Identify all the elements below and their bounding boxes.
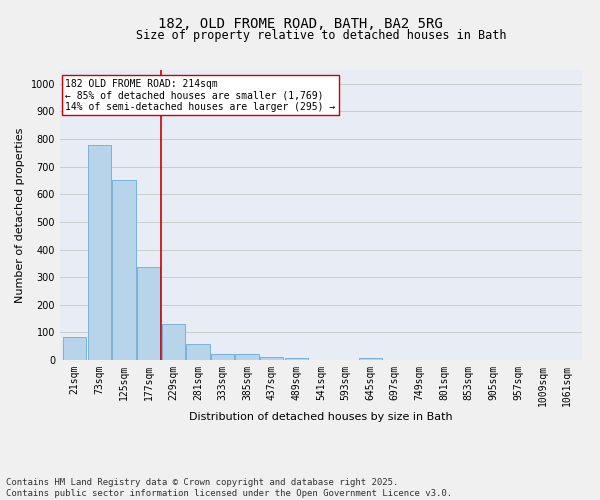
Bar bbox=[161, 324, 185, 360]
Y-axis label: Number of detached properties: Number of detached properties bbox=[15, 128, 25, 302]
Bar bbox=[137, 268, 160, 360]
X-axis label: Distribution of detached houses by size in Bath: Distribution of detached houses by size … bbox=[189, 412, 453, 422]
Text: 182 OLD FROME ROAD: 214sqm
← 85% of detached houses are smaller (1,769)
14% of s: 182 OLD FROME ROAD: 214sqm ← 85% of deta… bbox=[65, 78, 335, 112]
Bar bbox=[112, 180, 136, 360]
Text: Contains HM Land Registry data © Crown copyright and database right 2025.
Contai: Contains HM Land Registry data © Crown c… bbox=[6, 478, 452, 498]
Bar bbox=[63, 336, 86, 360]
Title: Size of property relative to detached houses in Bath: Size of property relative to detached ho… bbox=[136, 30, 506, 43]
Bar bbox=[235, 354, 259, 360]
Bar bbox=[88, 144, 111, 360]
Bar bbox=[260, 356, 283, 360]
Bar bbox=[284, 358, 308, 360]
Text: 182, OLD FROME ROAD, BATH, BA2 5RG: 182, OLD FROME ROAD, BATH, BA2 5RG bbox=[158, 18, 442, 32]
Bar bbox=[359, 358, 382, 360]
Bar bbox=[211, 354, 234, 360]
Bar bbox=[186, 344, 209, 360]
